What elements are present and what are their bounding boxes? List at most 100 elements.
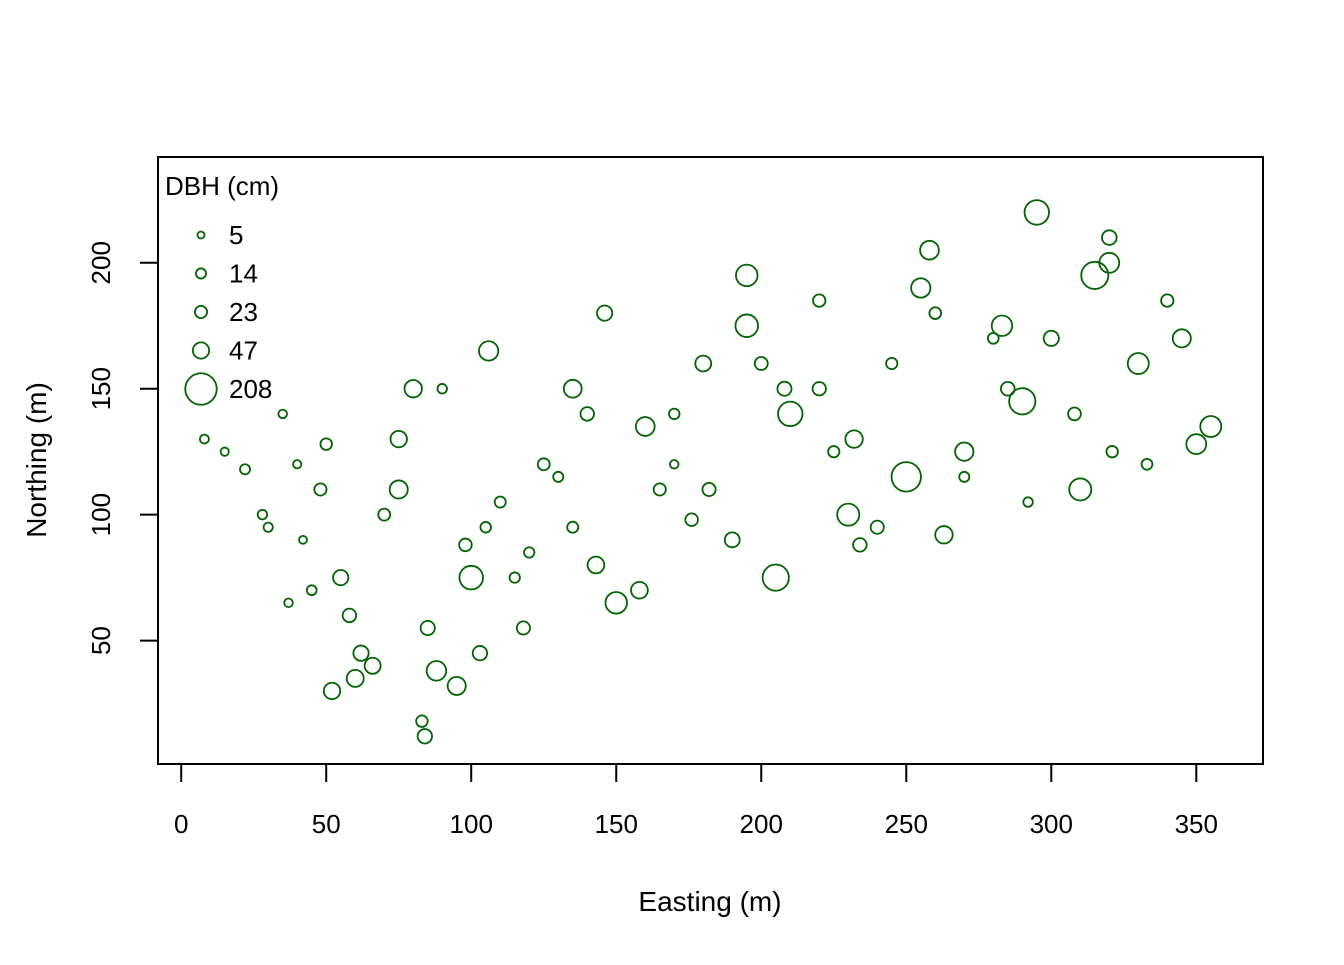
- tree-point: [596, 304, 614, 322]
- x-tick-label: 150: [595, 809, 638, 839]
- tree-point: [669, 459, 680, 470]
- tree-point: [436, 383, 448, 395]
- y-axis-title: Northing (m): [21, 382, 52, 538]
- tree-point: [812, 293, 827, 308]
- tree-point: [478, 340, 500, 362]
- tree-point: [345, 668, 365, 688]
- tree-point: [256, 508, 269, 521]
- tree-point: [1126, 352, 1150, 375]
- legend-label: 23: [229, 297, 258, 327]
- tree-point: [776, 380, 793, 397]
- tree-point: [403, 379, 423, 399]
- tree-point: [283, 597, 294, 609]
- tree-point: [1080, 260, 1110, 290]
- tree-point: [332, 569, 350, 587]
- tree-point: [388, 479, 409, 500]
- tree-point: [1105, 445, 1119, 459]
- tree-point: [668, 407, 681, 421]
- tree-point: [1160, 293, 1175, 308]
- tree-point: [958, 470, 971, 483]
- points-layer: [199, 199, 1223, 745]
- tree-point: [1023, 199, 1050, 226]
- y-axis: 50 100 150 200: [86, 241, 159, 655]
- tree-point: [1098, 251, 1121, 274]
- tree-point: [630, 580, 649, 600]
- tree-point: [811, 381, 827, 397]
- legend-symbol: [194, 305, 208, 319]
- tree-point: [836, 502, 861, 527]
- tree-point: [910, 277, 932, 299]
- tree-point: [552, 470, 565, 483]
- x-axis: 0 50 100 150 200 250 300 350: [174, 763, 1218, 839]
- tree-point: [277, 408, 288, 420]
- tree-point: [579, 406, 595, 422]
- tree-point: [827, 445, 841, 459]
- tree-point: [890, 461, 922, 493]
- x-tick-label: 300: [1030, 809, 1073, 839]
- y-tick-label: 100: [86, 493, 116, 536]
- tree-point: [1022, 496, 1034, 508]
- legend: DBH (cm) 5 14 23 47 208: [165, 171, 279, 406]
- tree-point: [723, 531, 741, 549]
- tree-point: [934, 525, 954, 545]
- tree-point: [313, 482, 328, 497]
- tree-point: [471, 645, 489, 662]
- tree-point: [586, 555, 606, 575]
- tree-point: [508, 571, 521, 584]
- tree-point: [389, 429, 408, 449]
- tree-point: [852, 537, 868, 553]
- tree-point: [219, 446, 230, 457]
- tree-point: [684, 512, 699, 527]
- tree-point: [1042, 329, 1060, 347]
- tree-point: [262, 521, 274, 533]
- legend-label: 208: [229, 374, 272, 404]
- legend-label: 47: [229, 336, 258, 366]
- tree-point: [566, 520, 580, 534]
- tree-point: [352, 644, 370, 662]
- tree-point: [1068, 477, 1093, 502]
- tree-point: [734, 313, 759, 338]
- tree-point: [415, 714, 429, 728]
- tree-point: [928, 306, 943, 320]
- tree-point: [694, 354, 713, 373]
- tree-point: [479, 521, 492, 534]
- legend-symbol: [184, 372, 218, 406]
- y-tick-label: 50: [86, 626, 116, 655]
- tree-point: [536, 457, 551, 472]
- x-tick-label: 250: [885, 809, 928, 839]
- tree-point: [419, 619, 436, 637]
- plot-frame: [157, 156, 1264, 765]
- tree-point: [1199, 415, 1223, 438]
- tree-point: [239, 463, 251, 476]
- x-tick-label: 350: [1175, 809, 1218, 839]
- tree-point: [298, 534, 308, 545]
- tree-point: [885, 356, 899, 371]
- tree-point: [523, 546, 536, 559]
- tree-point: [844, 429, 864, 449]
- x-tick-label: 200: [740, 809, 783, 839]
- tree-point: [416, 728, 433, 745]
- tree-point: [954, 441, 975, 462]
- tree-point: [1000, 380, 1016, 397]
- tree-point: [1185, 433, 1208, 455]
- legend-label: 14: [229, 259, 258, 289]
- tree-point: [377, 507, 392, 522]
- tree-point: [458, 564, 484, 591]
- tree-point: [869, 519, 885, 535]
- tree-point: [446, 675, 467, 696]
- tree-point: [777, 400, 804, 428]
- x-tick-label: 100: [450, 809, 493, 839]
- tree-point: [735, 263, 759, 288]
- y-tick-label: 150: [86, 367, 116, 410]
- legend-label: 5: [229, 220, 243, 250]
- tree-point: [1101, 229, 1118, 246]
- tree-point: [515, 620, 531, 636]
- tree-point: [493, 495, 507, 509]
- x-axis-title: Easting (m): [638, 886, 781, 917]
- tree-point: [919, 239, 940, 261]
- tree-point: [652, 482, 667, 497]
- tree-point: [305, 584, 318, 597]
- legend-symbol: [196, 230, 206, 240]
